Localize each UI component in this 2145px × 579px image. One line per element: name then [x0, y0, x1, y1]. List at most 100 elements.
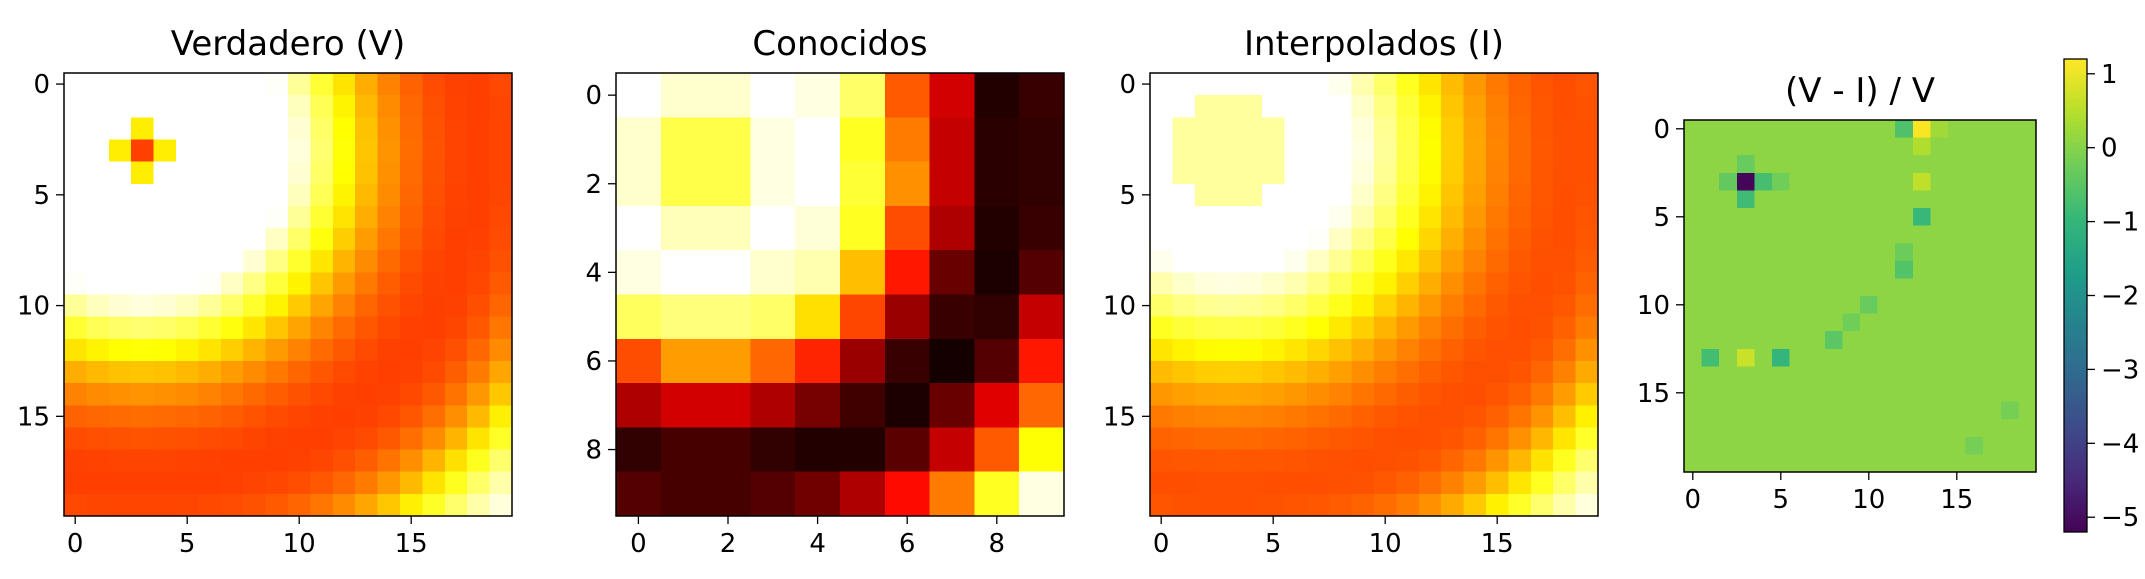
heatmap-cell: [1877, 208, 1896, 227]
heatmap-cell: [1754, 366, 1773, 385]
heatmap-cell: [1807, 260, 1826, 279]
heatmap-cell: [1019, 161, 1065, 207]
colorbar-segment: [2064, 181, 2087, 186]
heatmap-cell: [929, 205, 975, 251]
heatmap-cell: [1807, 331, 1826, 350]
heatmap-cell: [1701, 208, 1720, 227]
heatmap-cell: [176, 427, 199, 451]
heatmap-cell: [616, 427, 662, 473]
heatmap-cell: [1789, 419, 1808, 438]
heatmap-cell: [131, 360, 155, 384]
heatmap-cell: [1306, 427, 1330, 451]
colorbar-segment: [2064, 62, 2087, 68]
colorbar-segment: [2064, 70, 2087, 76]
heatmap-cell: [220, 316, 244, 340]
heatmap-cell: [1719, 260, 1738, 279]
heatmap-cell: [1239, 338, 1263, 362]
heatmap-cell: [444, 205, 468, 229]
heatmap-cell: [1150, 117, 1173, 141]
heatmap-cell: [1508, 272, 1532, 296]
heatmap-cell: [1754, 278, 1773, 297]
heatmap-cell: [1930, 225, 1949, 244]
heatmap-cell: [1772, 225, 1791, 244]
heatmap-cell: [1719, 225, 1738, 244]
heatmap-cell: [1351, 360, 1375, 384]
heatmap-cell: [1418, 228, 1442, 251]
heatmap-cell: [1754, 172, 1773, 191]
heatmap-cell: [1441, 117, 1465, 141]
heatmap-cell: [1019, 117, 1065, 163]
heatmap-cell: [1965, 137, 1984, 156]
heatmap-cell: [1684, 384, 1703, 403]
colorbar-segment: [2064, 145, 2087, 151]
heatmap-cell: [705, 117, 751, 163]
colorbar-segment: [2064, 126, 2087, 131]
heatmap-cell: [1553, 449, 1577, 473]
heatmap-cell: [1895, 155, 1914, 174]
heatmap-cell: [444, 383, 468, 406]
heatmap-cell: [2000, 313, 2019, 332]
heatmap-cell: [1194, 139, 1218, 163]
heatmap-cell: [1877, 296, 1896, 315]
heatmap-cell: [1441, 272, 1465, 296]
heatmap-cell: [400, 360, 423, 384]
heatmap-cell: [489, 139, 513, 163]
heatmap-cell: [1860, 436, 1879, 455]
heatmap-cell: [1824, 278, 1843, 297]
heatmap-cell: [1912, 260, 1931, 279]
heatmap-cell: [1824, 348, 1843, 367]
heatmap-cell: [1824, 137, 1843, 156]
heatmap-cell: [1895, 401, 1914, 420]
heatmap-cell: [1895, 225, 1914, 244]
y-tick-label: 5: [33, 181, 50, 211]
heatmap-cell: [355, 139, 379, 163]
colorbar-segment: [2064, 488, 2087, 494]
heatmap-cell: [1772, 278, 1791, 297]
colorbar-segment: [2064, 524, 2087, 529]
heatmap-cell: [1701, 296, 1720, 315]
heatmap-cell: [1351, 95, 1375, 118]
heatmap-cell: [1553, 405, 1577, 428]
colorbar-segment: [2064, 220, 2087, 226]
heatmap-cell: [1530, 360, 1554, 384]
heatmap-cell: [1396, 161, 1420, 185]
heatmap-cell: [929, 73, 975, 118]
heatmap-cell: [422, 449, 446, 473]
heatmap-cell: [243, 449, 267, 473]
colorbar-segment: [2064, 74, 2087, 80]
heatmap-cell: [153, 471, 177, 495]
heatmap-cell: [131, 139, 155, 163]
heatmap-cell: [1329, 95, 1353, 118]
heatmap-cell: [1217, 272, 1241, 296]
heatmap-cell: [1306, 360, 1330, 384]
heatmap-cell: [929, 161, 975, 207]
heatmap-cell: [1701, 155, 1720, 174]
colorbar-segment: [2064, 394, 2087, 399]
heatmap-cell: [1306, 449, 1330, 473]
heatmap-cell: [332, 449, 356, 473]
heatmap-cell: [1463, 493, 1487, 517]
colorbar-segment: [2064, 263, 2087, 269]
heatmap-cell: [1262, 161, 1285, 185]
heatmap-cell: [131, 493, 155, 517]
colorbar-segment: [2064, 437, 2087, 442]
colorbar-segment: [2064, 118, 2087, 123]
heatmap-cell: [1772, 401, 1791, 420]
heatmap-cell: [1772, 366, 1791, 385]
y-tick-label: 15: [17, 402, 50, 432]
heatmap-cell: [1463, 250, 1487, 273]
heatmap-cell: [1463, 294, 1487, 318]
heatmap-cell: [1575, 427, 1599, 451]
heatmap-cell: [1965, 278, 1984, 297]
heatmap-cell: [198, 117, 222, 141]
heatmap-cell: [1486, 338, 1509, 362]
heatmap-cell: [1150, 493, 1173, 517]
heatmap-cell: [1172, 493, 1196, 517]
heatmap-cell: [1895, 190, 1914, 209]
heatmap-cell: [355, 205, 379, 229]
heatmap-cell: [1441, 316, 1465, 340]
heatmap-cell: [1983, 454, 2002, 473]
heatmap-cell: [1575, 183, 1599, 207]
x-tick-label: 4: [809, 529, 826, 559]
heatmap-cell: [1351, 294, 1375, 318]
